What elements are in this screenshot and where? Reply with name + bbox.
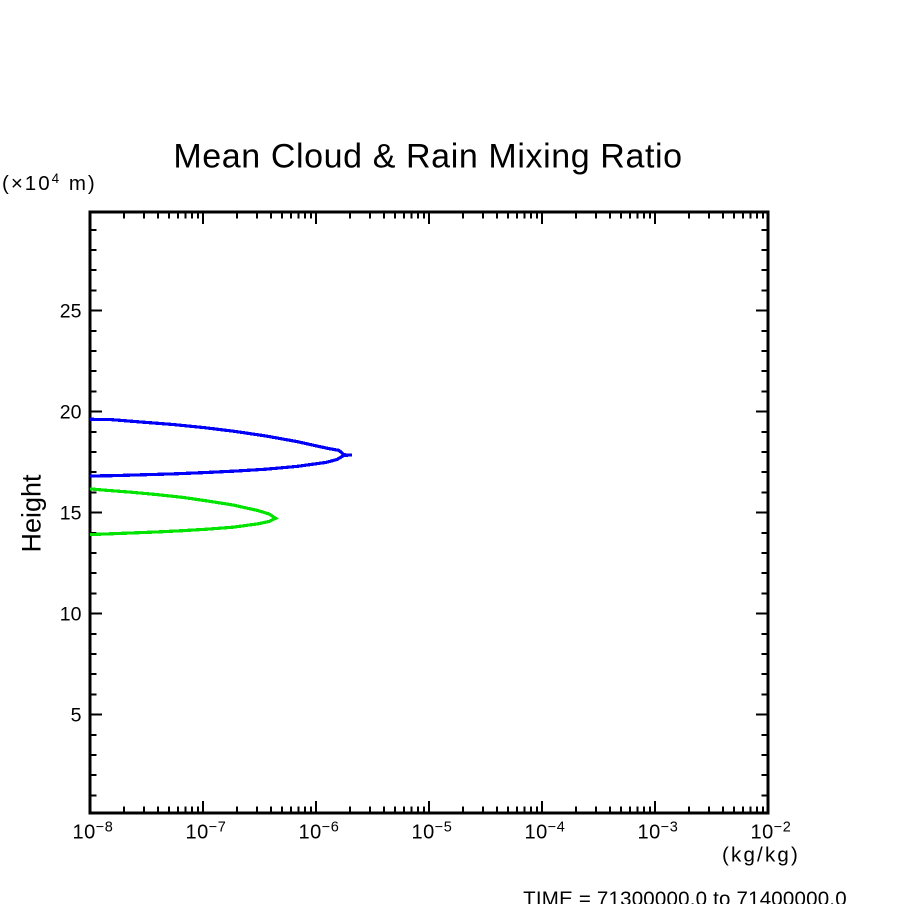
svg-text:10−3: 10−3 — [638, 820, 679, 844]
svg-text:15: 15 — [60, 503, 82, 525]
svg-text:25: 25 — [60, 301, 82, 323]
svg-text:(kg/kg): (kg/kg) — [722, 844, 800, 867]
svg-text:Height: Height — [17, 474, 47, 553]
svg-text:10−8: 10−8 — [73, 820, 114, 844]
svg-text:10−5: 10−5 — [412, 820, 453, 844]
svg-text:TIME = 71300000.0 to 71400000.: TIME = 71300000.0 to 71400000.0 — [523, 888, 847, 904]
svg-text:Mean Cloud & Rain Mixing Ratio: Mean Cloud & Rain Mixing Ratio — [173, 138, 682, 176]
svg-text:10: 10 — [60, 604, 82, 626]
svg-text:10−7: 10−7 — [186, 820, 227, 844]
svg-text:20: 20 — [60, 402, 82, 424]
svg-text:5: 5 — [71, 705, 82, 727]
svg-text:(×104 m): (×104 m) — [2, 171, 97, 195]
svg-text:10−2: 10−2 — [751, 820, 792, 844]
svg-text:10−4: 10−4 — [525, 820, 566, 844]
svg-text:10−6: 10−6 — [299, 820, 340, 844]
